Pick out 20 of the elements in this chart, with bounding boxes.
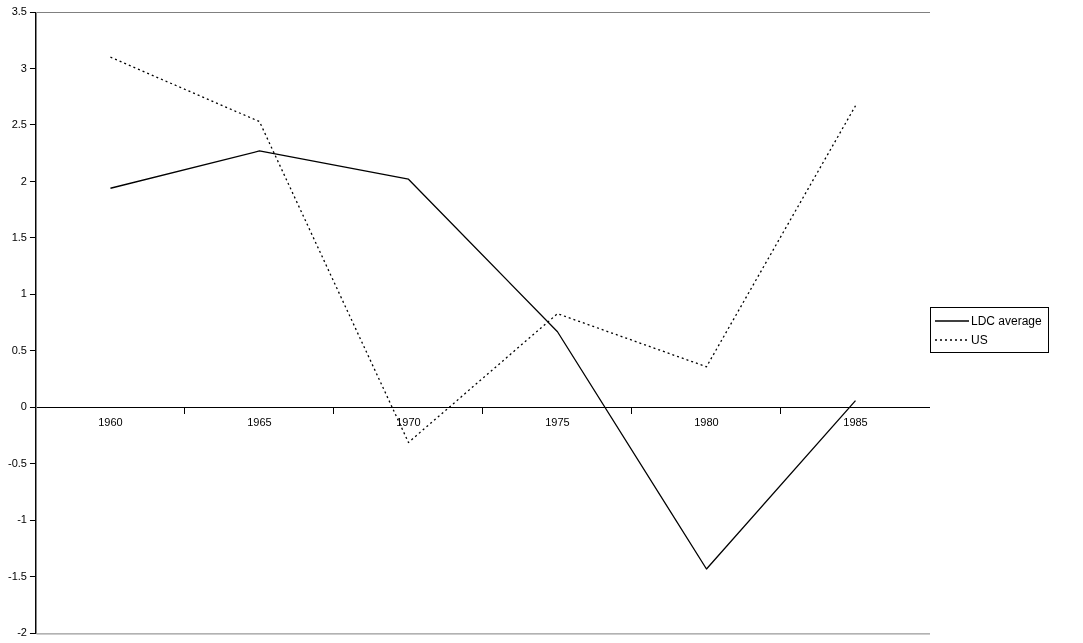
y-tick-label: -1	[17, 513, 27, 526]
x-tick-label: 1970	[396, 416, 421, 429]
y-tick-label: -2	[17, 626, 27, 639]
x-tick-label: 1980	[694, 416, 719, 429]
y-tick-label: 1.5	[11, 230, 27, 243]
y-tick-label: 2.5	[11, 118, 27, 131]
y-tick-label: 1	[20, 287, 27, 300]
x-tick-label: 1985	[843, 416, 868, 429]
x-tick-label: 1965	[247, 416, 272, 429]
y-tick-label: -0.5	[7, 456, 27, 469]
legend-label: LDC average	[971, 313, 1042, 328]
y-tick-label: 3	[20, 61, 27, 74]
y-tick-label: 2	[20, 174, 27, 187]
y-tick-label: 0.5	[11, 343, 27, 356]
y-tick-label: -1.5	[7, 569, 27, 582]
x-tick-label: 1975	[545, 416, 570, 429]
x-tick-label: 1960	[98, 416, 123, 429]
legend-label: US	[971, 332, 988, 347]
y-tick-label: 0	[20, 400, 27, 413]
y-tick-label: 3.5	[11, 5, 27, 18]
